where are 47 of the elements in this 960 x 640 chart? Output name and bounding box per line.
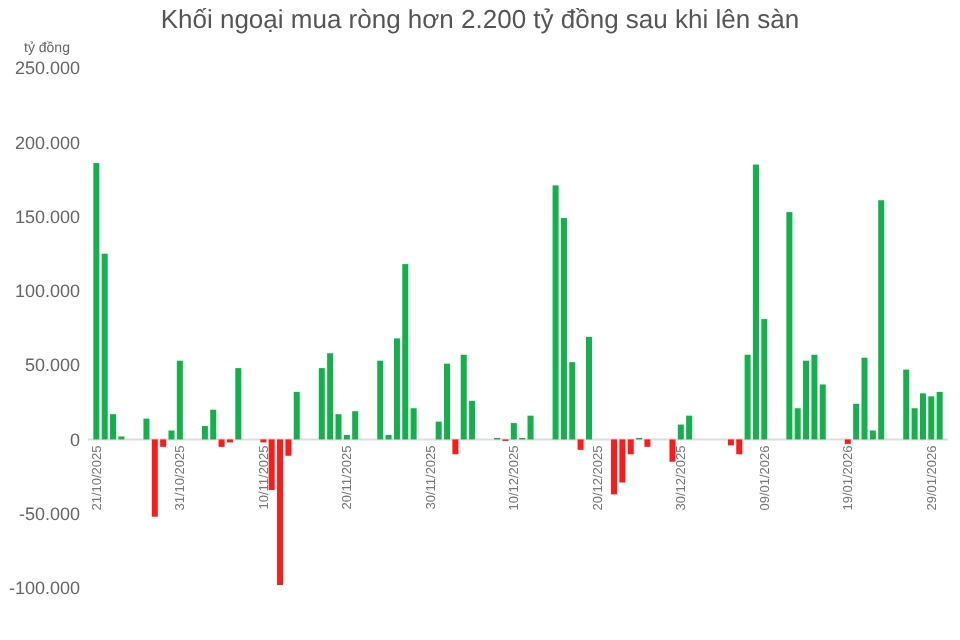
bar [577,439,584,450]
bar [803,360,810,440]
y-tick-label: 50.000 [24,355,80,376]
y-tick-label: -100.000 [8,578,80,599]
bar [727,439,734,446]
y-tick-label: 150.000 [14,206,80,227]
y-tick-label: 200.000 [14,132,80,153]
bar [327,353,334,440]
bar [235,368,242,440]
y-tick-label: -50.000 [18,504,80,525]
bar [786,212,793,440]
bar [669,439,676,462]
bar [611,439,618,495]
bar [936,391,943,440]
bar [402,264,409,440]
chart-title: Khối ngoại mua ròng hơn 2.200 tỷ đồng sau khi lên sàn [160,4,800,34]
bar [352,411,359,440]
y-tick-label: 0 [69,429,80,450]
bar [552,185,559,440]
bar [861,357,868,440]
bar [293,391,300,440]
bar [585,336,592,440]
y-tick-label: 250.000 [14,58,80,79]
y-tick-label: 100.000 [14,281,80,302]
bar [218,439,225,447]
bar [928,396,935,440]
bar [919,393,926,440]
bar [444,363,451,440]
bar [460,354,467,440]
bar [686,415,693,440]
bar [878,200,885,440]
bar [527,415,534,440]
bar [644,439,651,447]
bar [811,354,818,440]
bar [903,369,910,440]
bar [151,439,158,517]
bar [752,164,759,440]
bar [736,439,743,455]
bar [277,439,284,586]
bar [677,424,684,440]
bar [143,418,150,440]
bar [452,439,459,455]
bar [93,163,100,440]
bar [377,360,384,440]
bar [176,360,183,440]
bar [510,423,517,440]
bar [210,409,217,440]
